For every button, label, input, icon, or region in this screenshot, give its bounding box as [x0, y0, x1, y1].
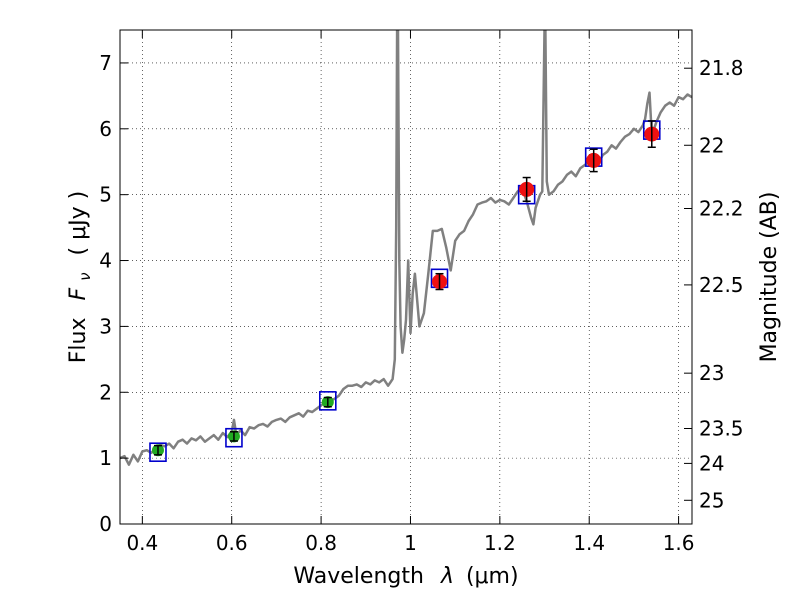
mag-tick-label: 24	[699, 451, 724, 475]
x-axis-label-unit: (μm)	[466, 564, 519, 589]
y-axis-label-prefix: Flux	[66, 317, 91, 363]
y-axis-label: Flux F ν ( μJy )	[66, 191, 96, 363]
x-axis-label-prefix: Wavelength	[293, 564, 424, 589]
x-tick-label: 0.4	[126, 531, 158, 555]
y2-ticks: 21.8 22 22.2 22.5 23 23.5 24 25	[684, 56, 744, 512]
x-axis-label-symbol: λ	[440, 564, 454, 589]
y-tick-label: 3	[99, 314, 112, 338]
y-tick-label: 5	[99, 183, 112, 207]
mag-tick-label: 23	[699, 361, 724, 385]
x-ticks: 0.4 0.6 0.8 1 1.2 1.4 1.6	[126, 30, 695, 555]
x-tick-label: 0.6	[216, 531, 248, 555]
axes-frame	[119, 29, 693, 525]
mag-tick-label: 22.2	[699, 196, 744, 220]
y-axis-label-sub: ν	[76, 272, 94, 280]
y-tick-label: 1	[99, 446, 112, 470]
plot-area	[120, 30, 692, 466]
y-axis-label-unit: ( μJy )	[66, 191, 91, 256]
y-tick-label: 7	[99, 51, 112, 75]
x-tick-label: 1.6	[663, 531, 695, 555]
y-tick-label: 4	[99, 249, 112, 273]
y-ticks: 0 1 2 3 4 5 6 7	[99, 51, 128, 536]
model-flux-box	[149, 442, 167, 463]
model-flux-box	[318, 391, 337, 411]
y-tick-label: 6	[99, 117, 112, 141]
y-tick-label: 2	[99, 380, 112, 404]
x-tick-label: 1.2	[484, 531, 516, 555]
x-tick-label: 0.8	[305, 531, 337, 555]
mag-tick-label: 25	[699, 488, 724, 512]
mag-tick-label: 22	[699, 133, 724, 157]
x-tick-label: 1.4	[573, 531, 605, 555]
y-tick-label: 0	[99, 512, 112, 536]
y-axis-label-symbol: F	[66, 287, 91, 300]
x-tick-label: 1	[404, 531, 417, 555]
grid	[120, 30, 692, 525]
spectrum-line	[120, 30, 692, 466]
model-flux-box	[225, 427, 243, 448]
x-axis-label: Wavelength λ (μm)	[293, 564, 518, 589]
mag-tick-label: 22.5	[699, 273, 744, 297]
y2-axis-label: Magnitude (AB)	[757, 192, 782, 363]
mag-tick-label: 21.8	[699, 56, 744, 80]
mag-tick-label: 23.5	[699, 416, 744, 440]
